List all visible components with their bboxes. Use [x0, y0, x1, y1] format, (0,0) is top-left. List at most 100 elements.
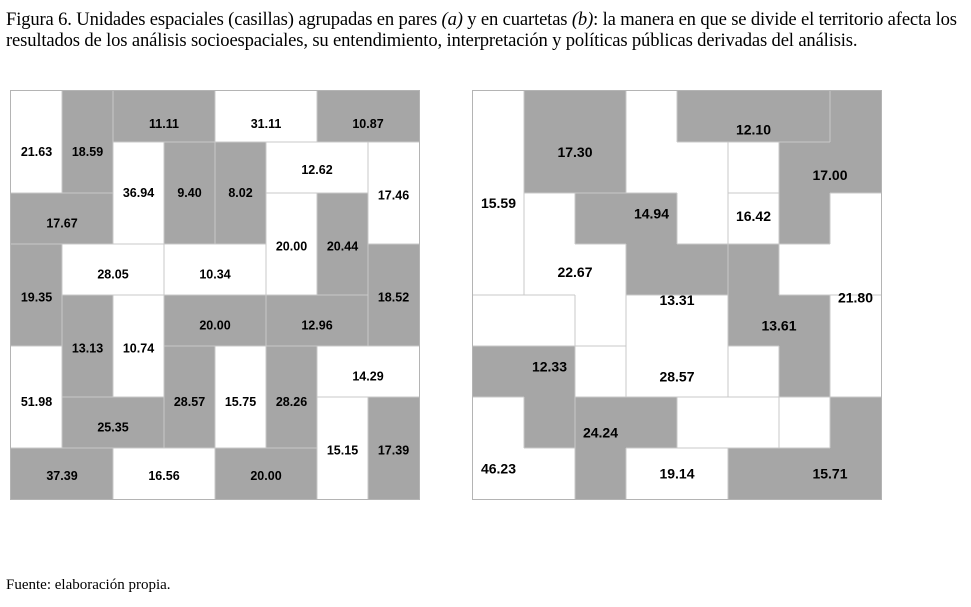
grid-b-cell [473, 295, 524, 346]
grid-a-zone-value: 28.57 [174, 395, 205, 409]
grid-a-cell [11, 193, 62, 244]
grid-b-cell [728, 193, 779, 244]
grid-b-cell [575, 397, 626, 448]
grid-a-cell [11, 244, 62, 295]
grid-a-cell [368, 244, 419, 295]
grid-a-zone-value: 21.63 [21, 145, 52, 159]
grid-b-zone-value: 19.14 [659, 466, 694, 482]
grid-a-cell [368, 142, 419, 193]
grid-a-cell [266, 295, 317, 346]
grid-a-zone-value: 8.02 [228, 186, 252, 200]
grid-b-frame [472, 90, 882, 500]
grid-b-quartets: 15.59 17.30 12.10 17.00 22.67 14.94 21.80 13.61… [472, 90, 882, 500]
grid-b-cell [677, 397, 728, 448]
grid-a-cell [317, 346, 368, 397]
grid-b-cell [779, 244, 830, 295]
grid-b-cell [779, 346, 830, 397]
grid-a-cell [368, 91, 419, 142]
grid-a-cell [317, 244, 368, 295]
grid-b-cell [728, 244, 779, 295]
caption-ref-a: (a) [441, 9, 463, 30]
grid-a-zone-value: 16.56 [148, 469, 179, 483]
grid-b-cell [830, 142, 881, 193]
grid-a-zone-value: 28.05 [97, 268, 128, 282]
grid-a-cell [317, 142, 368, 193]
grid-b-zone-value: 17.00 [812, 167, 847, 183]
grid-b-cell [524, 346, 575, 397]
grid-b-cell [677, 448, 728, 499]
grid-a-frame [10, 90, 420, 500]
grid-a-zone-value: 20.00 [199, 319, 230, 333]
grid-a-cell [317, 448, 368, 499]
grid-a-cell [62, 91, 113, 142]
grid-a-cell [11, 448, 62, 499]
grid-a-zone-value: 10.87 [352, 117, 383, 131]
grid-b-zone-value: 24.24 [583, 425, 618, 441]
grid-a-cell [164, 244, 215, 295]
grid-a-cell [164, 142, 215, 193]
grid-b-zone-value: 12.10 [736, 121, 771, 137]
grid-a-zone-value: 20.00 [276, 240, 307, 254]
grid-b-cell [575, 295, 626, 346]
grid-a-cell [317, 91, 368, 142]
grid-a-cell [266, 142, 317, 193]
grid-b-cell [728, 91, 779, 142]
grid-a-cell [215, 142, 266, 193]
grid-a-cell [62, 193, 113, 244]
grid-b-cell [779, 91, 830, 142]
grid-a-zone-value: 51.98 [21, 395, 52, 409]
grid-a-cell [62, 397, 113, 448]
grid-a-zone-value: 25.35 [97, 421, 128, 435]
grid-a-cell [368, 193, 419, 244]
grid-a-cell [215, 244, 266, 295]
grid-a-zone-value: 12.62 [301, 163, 332, 177]
grid-a-cell [113, 448, 164, 499]
grid-b-zone-value: 12.33 [532, 358, 567, 374]
grid-b-cell [677, 295, 728, 346]
grid-b-cell [779, 142, 830, 193]
grid-a-cell [368, 346, 419, 397]
grid-a-cell [164, 346, 215, 397]
grid-b-cells [473, 91, 881, 499]
grid-a-cell [215, 346, 266, 397]
grid-a-cell [62, 142, 113, 193]
grid-a-cell [113, 346, 164, 397]
grid-b-cell [677, 244, 728, 295]
grid-b-cell [677, 142, 728, 193]
grid-b-zone-value: 17.30 [557, 144, 592, 160]
grid-b-cell [473, 142, 524, 193]
grid-a-zone-value: 10.74 [123, 342, 154, 356]
grid-b-zone-value: 14.94 [634, 205, 669, 221]
grid-a-cell [215, 193, 266, 244]
grid-b-cell [728, 397, 779, 448]
grid-b-cell [524, 448, 575, 499]
grid-b-cell [626, 397, 677, 448]
grid-a-zone-value: 28.26 [276, 395, 307, 409]
grid-b-cell [779, 397, 830, 448]
grid-b-cell [677, 346, 728, 397]
grid-a-cell [113, 397, 164, 448]
grid-b-cell [575, 142, 626, 193]
grid-a-cell [11, 142, 62, 193]
grid-b-cell [524, 397, 575, 448]
grid-a-cell [266, 244, 317, 295]
grid-b-cell [473, 346, 524, 397]
grid-a-cell [215, 397, 266, 448]
grid-b-cell [728, 448, 779, 499]
grid-b-zone-value: 16.42 [736, 208, 771, 224]
caption-text-3: : la manera en que se divide el territor… [6, 9, 957, 51]
figure-caption: Figura 6. Unidades espaciales (casillas)… [6, 9, 964, 51]
grid-b-cell [575, 346, 626, 397]
grid-a-zone-value: 10.34 [199, 268, 230, 282]
grid-a-cell [113, 91, 164, 142]
grid-b-zone-value: 13.61 [761, 318, 796, 334]
grid-b-cell [677, 91, 728, 142]
grid-b-cell [524, 91, 575, 142]
grid-a-zone-value: 37.39 [46, 469, 77, 483]
grid-a-cell [266, 193, 317, 244]
grid-a-cell [266, 397, 317, 448]
grid-b-zone-value: 28.57 [659, 369, 694, 385]
grid-b-zone-value: 46.23 [481, 460, 516, 476]
grid-b-cell [779, 295, 830, 346]
grid-a-zone-value: 17.46 [378, 189, 409, 203]
